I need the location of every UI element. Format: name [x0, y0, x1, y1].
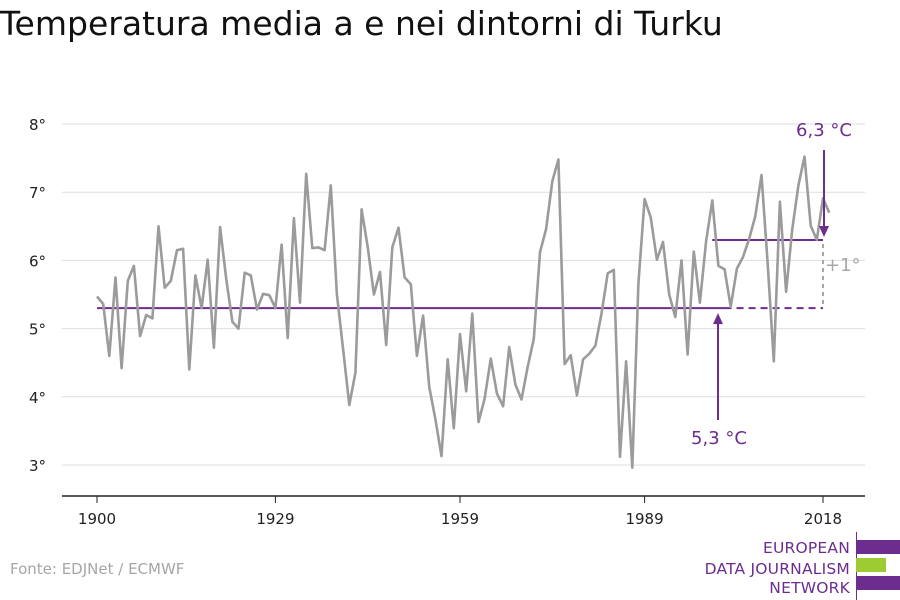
logo-bar-1 — [856, 540, 900, 554]
baseline-mean-label: 5,3 °C — [691, 428, 747, 449]
y-tick-label: 4° — [29, 389, 46, 407]
gridlines — [62, 123, 865, 466]
chart-title: Temperatura media a e nei dintorni di Tu… — [0, 4, 723, 43]
x-axis: 1900 1929 1959 1989 2018 — [62, 495, 865, 528]
x-tick-label: 1959 — [441, 510, 479, 528]
series-layer — [95, 155, 831, 470]
recent-mean-label: 6,3 °C — [796, 120, 852, 141]
y-tick-label: 5° — [29, 321, 46, 339]
y-tick-label: 6° — [29, 252, 46, 270]
logo-bar-2 — [856, 558, 886, 572]
y-tick-label: 8° — [29, 116, 46, 134]
recent-mean-arrowhead — [819, 225, 829, 237]
logo-line-2: DATA JOURNALISM — [704, 560, 850, 578]
x-tick-label: 1989 — [625, 510, 663, 528]
x-tick-label: 2018 — [804, 510, 842, 528]
source-note: Fonte: EDJNet / ECMWF — [10, 560, 185, 578]
temperature-series-line — [95, 155, 831, 470]
x-tick-label: 1929 — [256, 510, 294, 528]
logo-bar-3 — [856, 576, 900, 590]
annotations: 6,3 °C 5,3 °C +1° — [691, 120, 861, 449]
y-axis-labels: 3° 4° 5° 6° 7° 8° — [29, 116, 46, 475]
difference-label: +1° — [825, 255, 861, 276]
logo-line-3: NETWORK — [769, 579, 850, 597]
x-tick-label: 1900 — [78, 510, 116, 528]
edjnet-logo: EUROPEAN DATA JOURNALISM NETWORK — [700, 532, 900, 600]
y-tick-label: 3° — [29, 457, 46, 475]
baseline-arrowhead — [713, 313, 723, 325]
y-tick-label: 7° — [29, 184, 46, 202]
logo-line-1: EUROPEAN — [762, 539, 850, 557]
